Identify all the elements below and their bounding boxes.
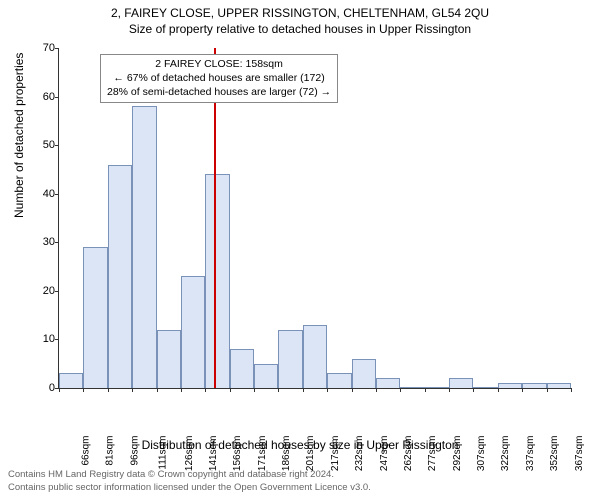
ytick-mark <box>55 145 59 146</box>
xtick-mark <box>254 388 255 392</box>
ytick-label: 70 <box>27 42 55 54</box>
histogram-bar <box>547 383 571 388</box>
histogram-bar <box>425 387 449 388</box>
xtick-mark <box>498 388 499 392</box>
xtick-mark <box>352 388 353 392</box>
histogram-bar <box>376 378 400 388</box>
annotation-box: 2 FAIREY CLOSE: 158sqm ← 67% of detached… <box>100 54 338 103</box>
xtick-mark <box>59 388 60 392</box>
xtick-mark <box>303 388 304 392</box>
xtick-mark <box>376 388 377 392</box>
xtick-mark <box>181 388 182 392</box>
histogram-bar <box>108 165 132 388</box>
histogram-bar <box>59 373 83 388</box>
footer: Contains HM Land Registry data © Crown c… <box>8 469 371 494</box>
ytick-mark <box>55 291 59 292</box>
xtick-mark <box>425 388 426 392</box>
histogram-bar <box>498 383 522 388</box>
histogram-bar <box>83 247 107 388</box>
xtick-mark <box>132 388 133 392</box>
ytick-label: 30 <box>27 236 55 248</box>
ytick-mark <box>55 194 59 195</box>
ytick-label: 20 <box>27 285 55 297</box>
ytick-label: 50 <box>27 139 55 151</box>
chart-area: 01020304050607066sqm81sqm96sqm111sqm126s… <box>58 48 570 388</box>
chart-container: 2, FAIREY CLOSE, UPPER RISSINGTON, CHELT… <box>0 0 600 500</box>
ytick-mark <box>55 242 59 243</box>
annotation-line3: 28% of semi-detached houses are larger (… <box>107 85 331 99</box>
histogram-bar <box>157 330 181 388</box>
xtick-mark <box>473 388 474 392</box>
xtick-mark <box>449 388 450 392</box>
ytick-mark <box>55 48 59 49</box>
histogram-bar <box>181 276 205 388</box>
ytick-mark <box>55 97 59 98</box>
ytick-mark <box>55 339 59 340</box>
y-axis-label: Number of detached properties <box>12 53 26 218</box>
annotation-line2: ← 67% of detached houses are smaller (17… <box>107 71 331 85</box>
histogram-bar <box>278 330 302 388</box>
xtick-mark <box>547 388 548 392</box>
xtick-mark <box>230 388 231 392</box>
histogram-bar <box>327 373 351 388</box>
footer-line1: Contains HM Land Registry data © Crown c… <box>8 469 371 481</box>
histogram-bar <box>205 174 229 388</box>
xtick-mark <box>83 388 84 392</box>
ytick-label: 40 <box>27 188 55 200</box>
title-subtitle: Size of property relative to detached ho… <box>0 20 600 36</box>
histogram-bar <box>254 364 278 388</box>
histogram-bar <box>473 387 497 388</box>
xtick-mark <box>327 388 328 392</box>
histogram-bar <box>449 378 473 388</box>
histogram-bar <box>132 106 156 388</box>
title-address: 2, FAIREY CLOSE, UPPER RISSINGTON, CHELT… <box>0 0 600 20</box>
xtick-mark <box>400 388 401 392</box>
xtick-mark <box>108 388 109 392</box>
histogram-bar <box>522 383 546 388</box>
histogram-bar <box>230 349 254 388</box>
histogram-bar <box>352 359 376 388</box>
footer-line2: Contains public sector information licen… <box>8 482 371 494</box>
xtick-mark <box>278 388 279 392</box>
histogram-bar <box>400 387 424 388</box>
x-axis-label: Distribution of detached houses by size … <box>0 438 600 452</box>
histogram-bar <box>303 325 327 388</box>
annotation-line1: 2 FAIREY CLOSE: 158sqm <box>107 57 331 71</box>
ytick-label: 0 <box>27 382 55 394</box>
ytick-label: 10 <box>27 333 55 345</box>
xtick-mark <box>522 388 523 392</box>
ytick-label: 60 <box>27 91 55 103</box>
xtick-mark <box>205 388 206 392</box>
xtick-mark <box>571 388 572 392</box>
xtick-mark <box>157 388 158 392</box>
